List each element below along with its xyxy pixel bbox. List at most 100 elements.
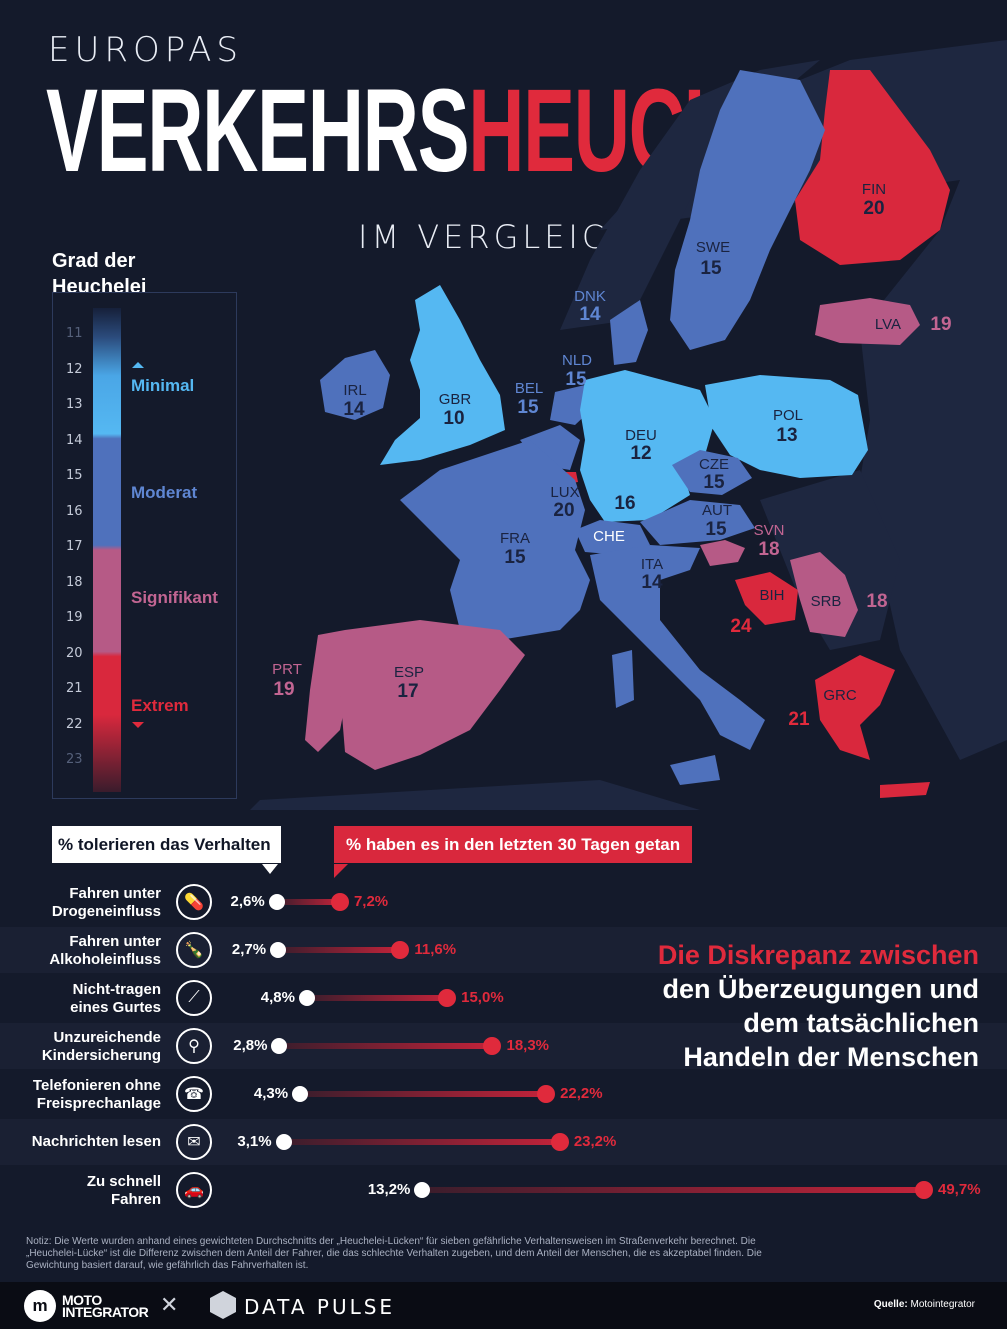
- table-row: [0, 1023, 1007, 1069]
- legend-tick-label: 18: [66, 574, 83, 590]
- tag-pointer-white: [262, 864, 278, 874]
- tolerate-point: [270, 942, 287, 958]
- table-row: [0, 927, 1007, 973]
- svg-text:14: 14: [579, 304, 601, 325]
- tolerate-point: [292, 1086, 309, 1102]
- gap-bar: [278, 947, 401, 953]
- claim-line-1: Die Diskrepanz zwischen: [657, 940, 979, 970]
- seatbelt-icon: ⟋: [176, 980, 212, 1016]
- row-label: Fahren unter Drogeneinfluss: [0, 885, 161, 921]
- tolerate-point: [298, 990, 315, 1006]
- svg-text:ITA: ITA: [641, 556, 663, 573]
- legend-tick-label: 12: [66, 361, 83, 377]
- title-suffix: IM VERGLEICH: [358, 218, 637, 256]
- country-ita-sardinia: [612, 650, 634, 708]
- row-label-line-1: Zu schnell: [86, 1173, 161, 1190]
- legend-tick-label: 16: [66, 503, 83, 519]
- svg-text:SWE: SWE: [696, 239, 730, 256]
- landmass-balkans: [760, 470, 900, 650]
- tag-pointer-red: [334, 864, 348, 878]
- row-label-line-2: Kindersicherung: [41, 1047, 161, 1064]
- svg-text:19: 19: [930, 314, 951, 335]
- svg-text:SRB: SRB: [811, 593, 842, 610]
- svg-text:18: 18: [866, 591, 887, 612]
- country-grc-crete: [880, 782, 930, 798]
- country-label-srb: SRB 18: [811, 591, 888, 612]
- series-tag-tolerate: % tolerieren das Verhalten: [52, 826, 281, 863]
- svg-text:IRL: IRL: [343, 382, 366, 399]
- svg-text:18: 18: [758, 539, 779, 560]
- legend-frame-bottom: [52, 292, 237, 799]
- svg-text:21: 21: [788, 709, 810, 730]
- svg-text:19: 19: [273, 679, 294, 700]
- did-value-label: 7,2%: [353, 893, 389, 910]
- did-value-label: 11,6%: [414, 941, 457, 958]
- row-label-line-1: Unzureichende: [53, 1029, 161, 1046]
- country-cze: [672, 450, 752, 495]
- gap-bar: [422, 1187, 924, 1193]
- svg-text:15: 15: [517, 397, 539, 418]
- legend-tick-label: 21: [66, 681, 83, 696]
- row-label-line-2: Fahren: [110, 1191, 161, 1208]
- legend-tick-label: 15: [66, 468, 83, 483]
- tolerate-value-label: 2,7%: [231, 941, 267, 958]
- svg-text:LUX: LUX: [550, 484, 579, 501]
- claim-text: Die Diskrepanz zwischen den Überzeugunge…: [658, 938, 979, 1074]
- arrow-up-icon: [132, 362, 144, 368]
- svg-text:CZE: CZE: [699, 456, 729, 473]
- did-value-label: 22,2%: [560, 1085, 603, 1102]
- gap-bar: [306, 995, 448, 1001]
- svg-text:SVN: SVN: [754, 522, 785, 539]
- legend-category-minimal: Minimal: [131, 376, 195, 395]
- svg-text:15: 15: [705, 519, 727, 540]
- svg-text:24: 24: [730, 616, 752, 637]
- title-prefix: EUROPAS: [48, 30, 243, 70]
- country-prt: [305, 630, 350, 752]
- claim-line-3: dem tatsächlichen: [743, 1008, 979, 1038]
- row-label-line-1: Telefonieren ohne: [32, 1077, 161, 1094]
- legend-category-extrem: Extrem: [131, 696, 189, 715]
- country-fin: [795, 70, 950, 265]
- claim-line-2: den Überzeugungen und: [662, 974, 980, 1004]
- row-label-line-2: Drogeneinfluss: [51, 903, 161, 920]
- tolerate-value-label: 2,6%: [230, 893, 265, 910]
- svg-text:14: 14: [343, 399, 365, 420]
- row-label-line-2: Alkoholeinfluss: [49, 951, 161, 968]
- svg-text:12: 12: [630, 443, 651, 464]
- tolerate-value-label: 3,1%: [237, 1133, 272, 1150]
- brand1-line-1: MOTO: [62, 1292, 102, 1308]
- collab-x-icon: ✕: [160, 1292, 179, 1317]
- svg-text:17: 17: [397, 681, 418, 702]
- did-point: [550, 1133, 569, 1151]
- claim-line-4: Handeln der Menschen: [683, 1042, 979, 1072]
- row-label: Nicht-tragen eines Gurtes: [0, 981, 161, 1017]
- country-label-lva: LVA 19: [875, 314, 952, 335]
- svg-text:PRT: PRT: [272, 661, 302, 678]
- landmass-norway: [560, 60, 820, 330]
- svg-text:NLD: NLD: [562, 352, 592, 369]
- legend-title-line-1: Grad der: [52, 250, 136, 272]
- tolerate-point: [271, 1038, 288, 1054]
- legend-tick-label: 13: [66, 397, 83, 412]
- landmass-russia: [600, 40, 1007, 760]
- gap-bar: [300, 1091, 547, 1097]
- svg-text:LVA: LVA: [875, 316, 901, 333]
- gap-bar: [279, 1043, 493, 1049]
- svg-text:20: 20: [863, 198, 884, 219]
- tolerate-point: [268, 894, 285, 910]
- svg-text:16: 16: [614, 493, 635, 514]
- row-label: Nachrichten lesen: [0, 1133, 161, 1151]
- footer: [0, 1282, 1007, 1329]
- country-swe: [670, 70, 825, 350]
- row-label: Telefonieren ohne Freisprechanlage: [0, 1077, 161, 1113]
- legend-tick-label: 20: [66, 645, 83, 661]
